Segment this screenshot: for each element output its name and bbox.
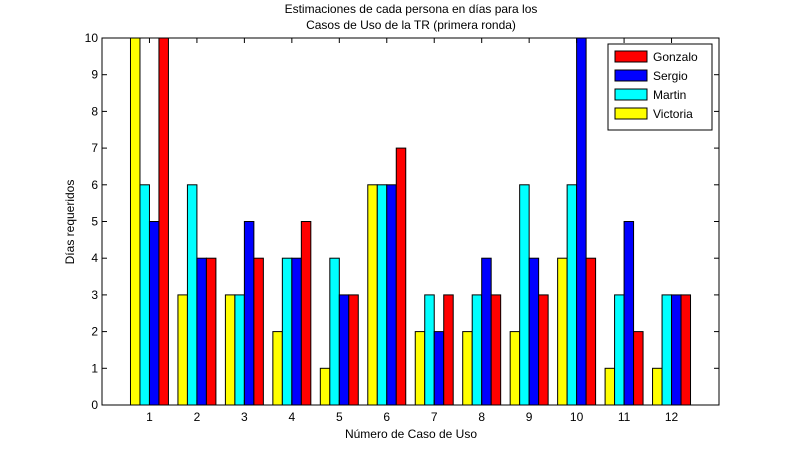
legend-label-martin: Martin (653, 88, 686, 102)
bar-victoria-case-3 (224, 294, 236, 406)
plot-frame (101, 37, 720, 406)
legend-label-victoria: Victoria (653, 107, 693, 121)
bar-victoria-case-4 (272, 331, 283, 406)
bar-gonzalo-case-2 (205, 257, 217, 406)
bar-martin-case-4 (281, 257, 293, 406)
x-tick-label: 10 (570, 410, 584, 424)
bar-gonzalo-case-1 (158, 37, 169, 406)
x-tick-label: 7 (431, 410, 438, 424)
x-tick-label: 12 (665, 410, 679, 424)
bar-martin-case-10 (566, 184, 578, 406)
bar-martin-case-7 (424, 294, 435, 406)
legend-swatch-victoria (614, 107, 648, 120)
bar-sergio-case-3 (243, 221, 255, 406)
y-tick-label: 6 (91, 178, 98, 192)
bar-sergio-case-11 (623, 221, 635, 406)
y-tick-label: 0 (91, 398, 98, 412)
bar-gonzalo-case-3 (253, 257, 264, 406)
y-tick-label: 7 (91, 141, 98, 155)
bar-martin-case-2 (186, 184, 198, 406)
bar-sergio-case-4 (291, 257, 302, 406)
bar-sergio-case-1 (148, 221, 160, 406)
bar-victoria-case-1 (129, 37, 141, 406)
bar-martin-case-5 (329, 257, 340, 406)
bar-victoria-case-10 (557, 257, 568, 406)
bar-gonzalo-case-4 (300, 221, 312, 406)
x-axis-label: Número de Caso de Uso (345, 427, 477, 441)
legend: Gonzalo Sergio Martin Victoria (607, 43, 713, 131)
x-tick-label: 5 (336, 410, 343, 424)
x-tick-label: 1 (146, 410, 153, 424)
y-tick-label: 10 (85, 31, 99, 45)
bar-gonzalo-case-7 (443, 294, 454, 406)
bar-sergio-case-10 (576, 37, 587, 406)
bar-gonzalo-case-5 (348, 294, 359, 406)
x-tick-label: 9 (526, 410, 533, 424)
bar-gonzalo-case-9 (538, 294, 549, 406)
bar-martin-case-8 (471, 294, 483, 406)
bar-sergio-case-6 (386, 184, 397, 406)
bar-gonzalo-case-8 (490, 294, 502, 406)
bar-martin-case-1 (139, 184, 150, 406)
bar-gonzalo-case-6 (395, 147, 407, 406)
y-tick-label: 2 (91, 325, 98, 339)
x-tick-label: 3 (241, 410, 248, 424)
bar-victoria-case-9 (509, 331, 521, 406)
y-tick-label: 1 (91, 361, 98, 375)
x-tick-label: 6 (383, 410, 390, 424)
bar-sergio-case-12 (671, 294, 682, 406)
x-axis-ticks: 1 2 3 4 5 6 7 8 9 10 11 12 (146, 38, 679, 424)
legend-swatch-gonzalo (614, 50, 648, 63)
y-axis-ticks: 0 1 2 3 4 5 6 7 8 9 10 (85, 31, 719, 412)
y-tick-label: 3 (91, 288, 98, 302)
bar-martin-case-12 (661, 294, 673, 406)
bar-sergio-case-9 (528, 257, 540, 406)
chart-title-line-1: Estimaciones de cada persona en días par… (285, 2, 538, 16)
x-tick-label: 2 (194, 410, 201, 424)
bar-victoria-case-2 (177, 294, 188, 406)
bar-victoria-case-5 (319, 367, 331, 406)
bar-victoria-case-6 (367, 184, 378, 406)
bar-gonzalo-case-12 (680, 294, 692, 406)
bar-martin-case-9 (519, 184, 530, 406)
y-tick-label: 9 (91, 68, 98, 82)
bar-victoria-case-7 (414, 331, 426, 406)
bar-gonzalo-case-11 (633, 331, 644, 406)
bar-martin-case-3 (234, 294, 245, 406)
bar-sergio-case-2 (196, 257, 207, 406)
bar-victoria-case-12 (652, 367, 663, 406)
y-tick-label: 5 (91, 215, 98, 229)
bar-gonzalo-case-10 (585, 257, 597, 406)
bar-sergio-case-8 (481, 257, 492, 406)
x-tick-label: 11 (618, 410, 631, 424)
bar-sergio-case-5 (338, 294, 350, 406)
bar-victoria-case-8 (462, 331, 473, 406)
bar-victoria-case-11 (604, 367, 616, 406)
legend-swatch-martin (614, 88, 648, 101)
x-tick-label: 8 (478, 410, 485, 424)
y-tick-label: 4 (91, 251, 98, 265)
legend-label-sergio: Sergio (653, 69, 688, 83)
legend-label-gonzalo: Gonzalo (653, 50, 698, 64)
chart-title-line-2: Casos de Uso de la TR (primera ronda) (306, 18, 516, 32)
x-tick-label: 4 (289, 410, 296, 424)
legend-swatch-sergio (614, 69, 648, 82)
bar-martin-case-6 (376, 184, 388, 406)
y-axis-label: Días requeridos (63, 180, 77, 265)
bar-sergio-case-7 (433, 331, 445, 406)
y-tick-label: 8 (91, 104, 98, 118)
bar-martin-case-11 (614, 294, 625, 406)
